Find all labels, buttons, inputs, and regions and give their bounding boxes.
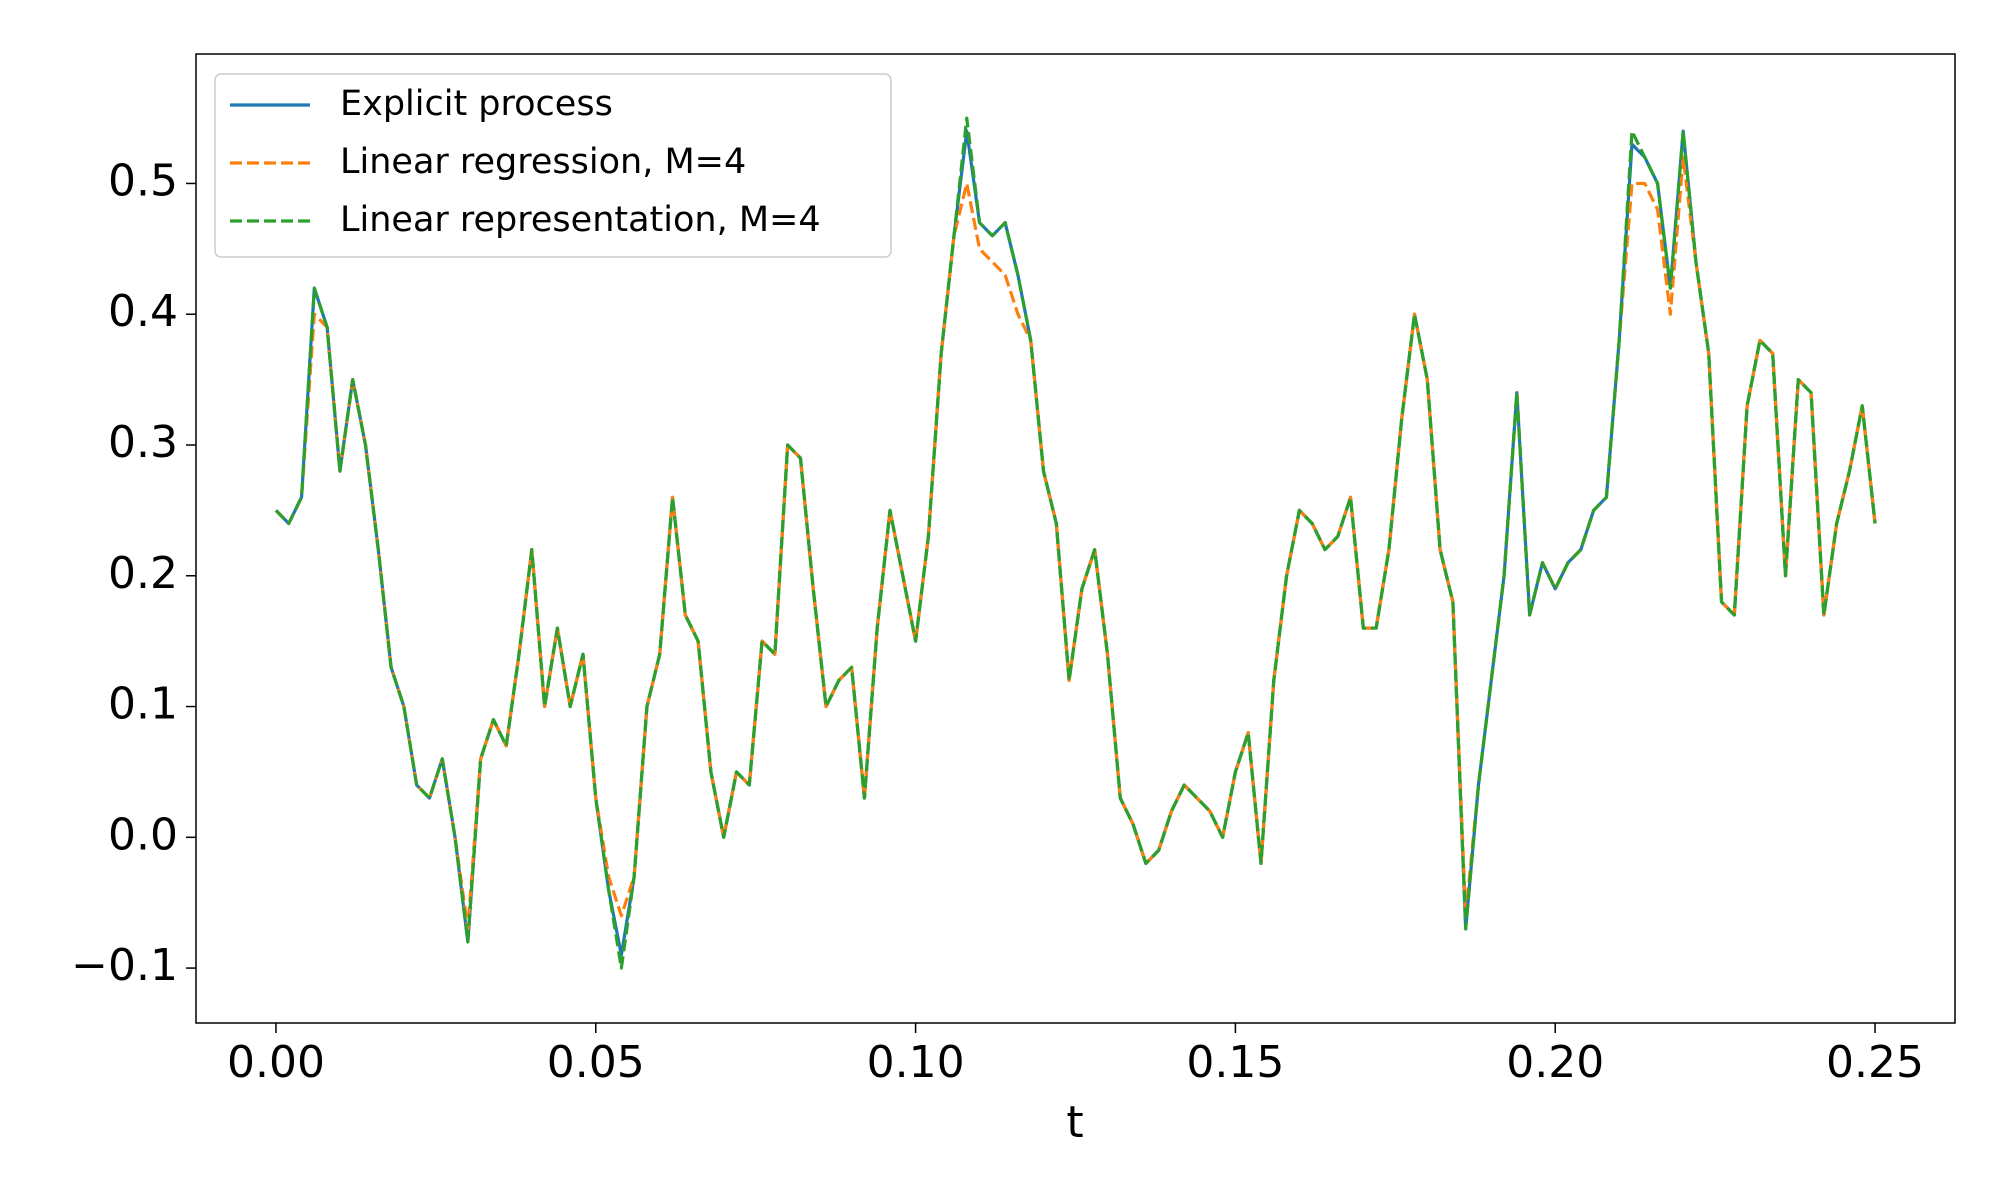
x-tick-label: 0.15 xyxy=(1186,1037,1284,1088)
y-tick-label: −0.1 xyxy=(71,940,178,991)
y-tick-label: 0.1 xyxy=(108,679,178,730)
legend: Explicit process Linear regression, M=4 Li… xyxy=(214,73,892,258)
x-tick-label: 0.25 xyxy=(1826,1037,1924,1088)
x-tick-label: 0.05 xyxy=(547,1037,645,1088)
y-tick-label: 0.0 xyxy=(108,809,178,860)
y-tick-label: 0.4 xyxy=(108,286,178,337)
legend-label: Linear representation, M=4 xyxy=(340,200,821,240)
legend-label: Linear regression, M=4 xyxy=(340,142,746,182)
y-tick-label: 0.5 xyxy=(108,155,178,206)
series-line xyxy=(274,116,1877,970)
plot-frame xyxy=(195,53,1956,1024)
y-tick-label: 0.3 xyxy=(108,417,178,468)
x-axis-label: t xyxy=(1066,1097,1083,1148)
legend-label: Explicit process xyxy=(340,84,613,124)
x-tick-label: 0.00 xyxy=(227,1037,325,1088)
x-tick-label: 0.20 xyxy=(1506,1037,1604,1088)
series-line xyxy=(274,155,1877,931)
x-tick-label: 0.10 xyxy=(867,1037,965,1088)
legend-box xyxy=(214,73,892,258)
y-tick-label: 0.2 xyxy=(108,548,178,599)
